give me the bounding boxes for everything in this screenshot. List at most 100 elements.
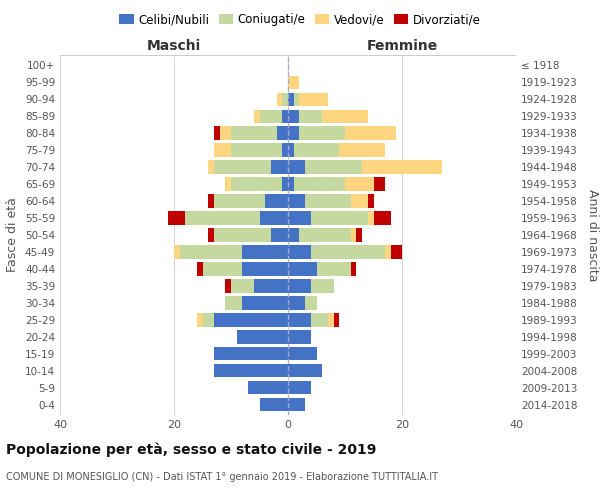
Bar <box>288 280 311 292</box>
Bar <box>299 92 328 106</box>
Bar <box>202 314 214 326</box>
Bar <box>214 314 288 326</box>
Bar <box>226 280 231 292</box>
Bar <box>271 228 288 241</box>
Bar <box>362 160 442 173</box>
Bar <box>231 280 254 292</box>
Bar <box>277 126 288 140</box>
Bar <box>311 246 385 258</box>
Bar <box>299 126 345 140</box>
Bar <box>385 246 391 258</box>
Bar <box>214 364 288 378</box>
Bar <box>226 178 231 190</box>
Bar <box>214 194 265 207</box>
Bar <box>242 246 288 258</box>
Bar <box>368 212 373 224</box>
Bar <box>214 228 271 241</box>
Bar <box>197 314 203 326</box>
Bar <box>180 246 242 258</box>
Bar <box>345 126 397 140</box>
Bar <box>208 194 214 207</box>
Bar <box>236 330 288 344</box>
Legend: Celibi/Nubili, Coniugati/e, Vedovi/e, Divorziati/e: Celibi/Nubili, Coniugati/e, Vedovi/e, Di… <box>115 8 485 31</box>
Bar <box>260 110 283 123</box>
Bar <box>350 228 356 241</box>
Bar <box>294 144 340 156</box>
Bar <box>288 246 311 258</box>
Bar <box>356 228 362 241</box>
Y-axis label: Fasce di età: Fasce di età <box>7 198 19 272</box>
Bar <box>185 212 260 224</box>
Bar <box>265 194 288 207</box>
Bar <box>288 110 299 123</box>
Bar <box>288 92 294 106</box>
Bar <box>288 364 322 378</box>
Bar <box>197 262 203 276</box>
Bar <box>322 110 368 123</box>
Bar <box>305 296 317 310</box>
Bar <box>277 92 283 106</box>
Bar <box>345 178 373 190</box>
Text: Maschi: Maschi <box>147 40 201 54</box>
Bar <box>288 194 305 207</box>
Bar <box>317 262 350 276</box>
Bar <box>350 194 368 207</box>
Bar <box>254 110 260 123</box>
Y-axis label: Anni di nascita: Anni di nascita <box>586 188 599 281</box>
Bar <box>311 280 334 292</box>
Bar <box>391 246 402 258</box>
Bar <box>203 262 242 276</box>
Bar <box>260 212 288 224</box>
Bar <box>231 144 283 156</box>
Bar <box>288 381 311 394</box>
Bar <box>328 314 334 326</box>
Bar <box>168 212 185 224</box>
Bar <box>373 178 385 190</box>
Bar <box>283 92 288 106</box>
Bar <box>288 262 317 276</box>
Bar <box>288 212 311 224</box>
Bar <box>208 160 214 173</box>
Bar <box>373 212 391 224</box>
Bar <box>288 398 305 411</box>
Bar <box>214 160 271 173</box>
Bar <box>294 178 345 190</box>
Bar <box>174 246 180 258</box>
Text: Popolazione per età, sesso e stato civile - 2019: Popolazione per età, sesso e stato civil… <box>6 442 376 457</box>
Bar <box>340 144 385 156</box>
Bar <box>288 144 294 156</box>
Bar <box>288 228 299 241</box>
Bar <box>242 296 288 310</box>
Bar <box>288 178 294 190</box>
Bar <box>368 194 373 207</box>
Bar <box>311 212 368 224</box>
Bar <box>299 228 350 241</box>
Bar <box>283 110 288 123</box>
Bar <box>294 92 299 106</box>
Bar <box>334 314 340 326</box>
Bar <box>260 398 288 411</box>
Bar <box>311 314 328 326</box>
Bar <box>242 262 288 276</box>
Bar <box>288 76 299 89</box>
Bar <box>220 126 231 140</box>
Bar <box>271 160 288 173</box>
Bar <box>248 381 288 394</box>
Bar <box>283 178 288 190</box>
Bar <box>288 160 305 173</box>
Text: COMUNE DI MONESIGLIO (CN) - Dati ISTAT 1° gennaio 2019 - Elaborazione TUTTITALIA: COMUNE DI MONESIGLIO (CN) - Dati ISTAT 1… <box>6 472 438 482</box>
Bar <box>288 330 311 344</box>
Bar <box>288 126 299 140</box>
Bar <box>226 296 242 310</box>
Bar <box>214 126 220 140</box>
Bar <box>305 160 362 173</box>
Bar <box>283 144 288 156</box>
Bar <box>254 280 288 292</box>
Bar <box>214 347 288 360</box>
Bar <box>288 296 305 310</box>
Bar <box>208 228 214 241</box>
Bar <box>288 314 311 326</box>
Text: Femmine: Femmine <box>367 40 437 54</box>
Bar <box>231 178 283 190</box>
Bar <box>231 126 277 140</box>
